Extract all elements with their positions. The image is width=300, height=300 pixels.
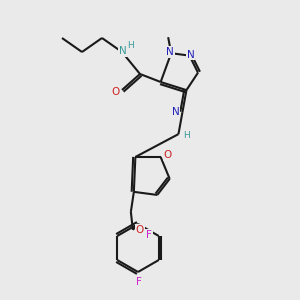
Text: N: N <box>172 107 179 117</box>
Text: O: O <box>136 225 144 235</box>
Text: N: N <box>187 50 194 60</box>
Text: O: O <box>112 87 120 97</box>
Text: H: H <box>183 130 190 140</box>
Text: N: N <box>166 47 174 57</box>
Text: O: O <box>164 150 172 160</box>
Text: F: F <box>136 277 142 287</box>
Text: H: H <box>128 40 134 50</box>
Text: N: N <box>119 46 127 56</box>
Text: F: F <box>146 230 152 240</box>
